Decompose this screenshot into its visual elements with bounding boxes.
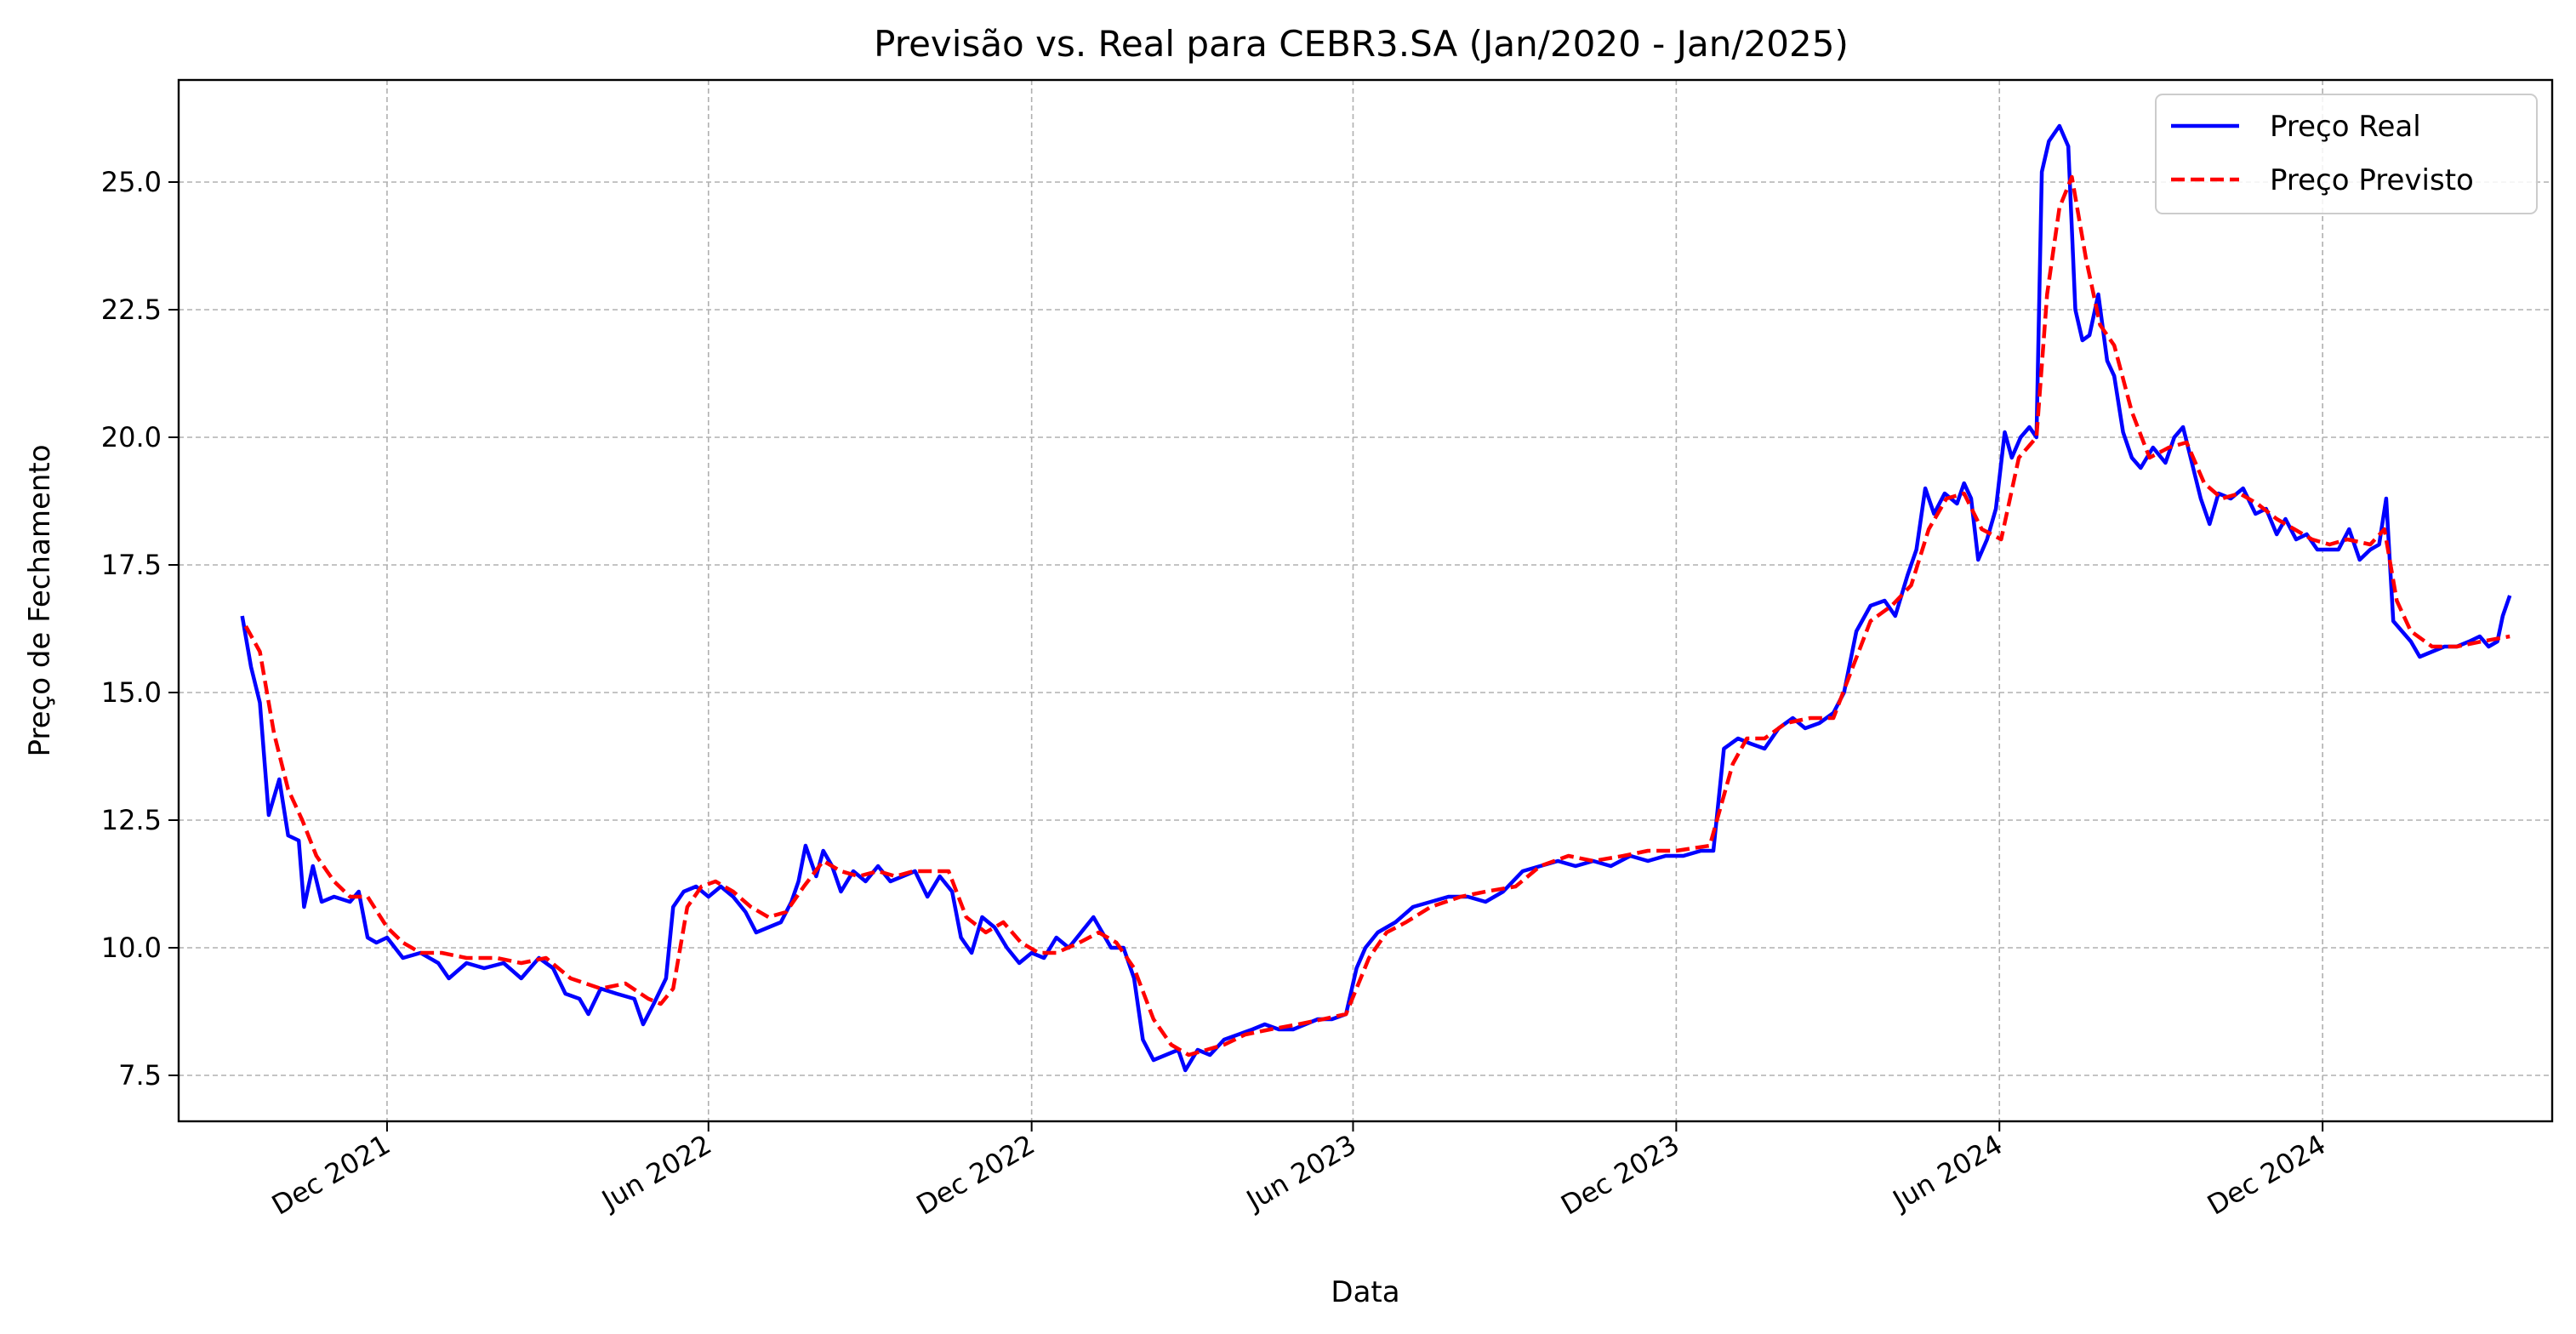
plot-area-frame [177, 78, 2554, 1123]
y-axis-label: Preço de Fechamento [23, 444, 57, 756]
y-tick-label: 25.0 [101, 166, 162, 198]
legend-box [2155, 94, 2538, 214]
series-line-previsto [243, 174, 2510, 1058]
y-tick-label: 15.0 [101, 676, 162, 709]
y-tick-label: 22.5 [101, 294, 162, 326]
x-axis-label: Data [1331, 1275, 1399, 1309]
y-tick-label: 10.0 [101, 932, 162, 964]
y-tick-label: 17.5 [101, 549, 162, 581]
y-tick-label: 12.5 [101, 804, 162, 836]
legend-label-previsto: Preço Previsto [2270, 163, 2474, 197]
legend-label-real: Preço Real [2270, 110, 2421, 144]
y-tick-label: 20.0 [101, 421, 162, 453]
y-tick-label: 7.5 [118, 1059, 162, 1092]
chart-title: Previsão vs. Real para CEBR3.SA (Jan/202… [874, 23, 1849, 65]
grid [179, 80, 2552, 1121]
legend: Preço Real Preço Previsto [2155, 94, 2538, 214]
series-layer [240, 123, 2512, 1073]
